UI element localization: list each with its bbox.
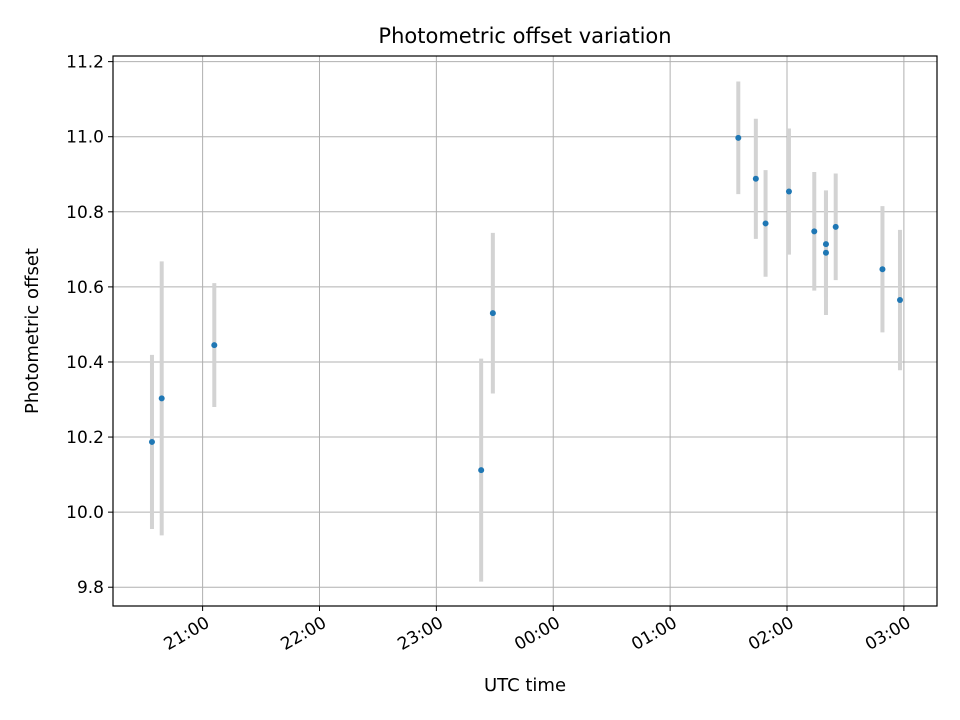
x-tick-label: 21:00: [161, 613, 213, 655]
y-tick-label: 10.6: [66, 278, 104, 298]
data-point: [752, 175, 759, 182]
y-tick-label: 10.2: [66, 428, 104, 448]
x-tick-label: 02:00: [745, 613, 797, 655]
y-tick-label: 10.0: [66, 503, 104, 523]
chart-title: Photometric offset variation: [378, 24, 671, 48]
y-axis-ticks: 9.8 10.0 10.2 10.4 10.6 10.8 11.0 11.2: [66, 53, 113, 598]
data-point: [785, 188, 792, 195]
x-tick-label: 00:00: [511, 613, 563, 655]
y-tick-label: 11.0: [66, 128, 104, 148]
y-tick-label: 10.4: [66, 353, 104, 373]
data-point: [822, 241, 829, 248]
data-point: [489, 310, 496, 317]
y-axis-label: Photometric offset: [22, 248, 43, 414]
data-point: [811, 228, 818, 235]
data-point: [478, 467, 485, 474]
data-point: [735, 134, 742, 141]
data-point: [822, 249, 829, 256]
x-axis-ticks: 21:00 22:00 23:00 00:00 01:00 02:00 03:00: [161, 606, 914, 655]
x-tick-label: 23:00: [394, 613, 446, 655]
data-point: [158, 395, 165, 402]
x-tick-label: 03:00: [862, 613, 914, 655]
y-tick-label: 11.2: [66, 53, 104, 73]
x-tick-label: 22:00: [278, 613, 330, 655]
data-point: [762, 220, 769, 227]
y-tick-label: 10.8: [66, 203, 104, 223]
data-point: [211, 342, 218, 349]
data-points: [148, 134, 903, 474]
plot-frame: [112, 55, 938, 607]
data-point: [832, 223, 839, 230]
x-axis-label: UTC time: [484, 675, 566, 696]
data-point: [148, 438, 155, 445]
data-point: [879, 266, 886, 273]
grid-lines: [113, 56, 937, 606]
error-bars: [149, 81, 902, 582]
x-tick-label: 01:00: [628, 613, 680, 655]
y-tick-label: 9.8: [77, 578, 104, 598]
data-point: [896, 297, 903, 304]
